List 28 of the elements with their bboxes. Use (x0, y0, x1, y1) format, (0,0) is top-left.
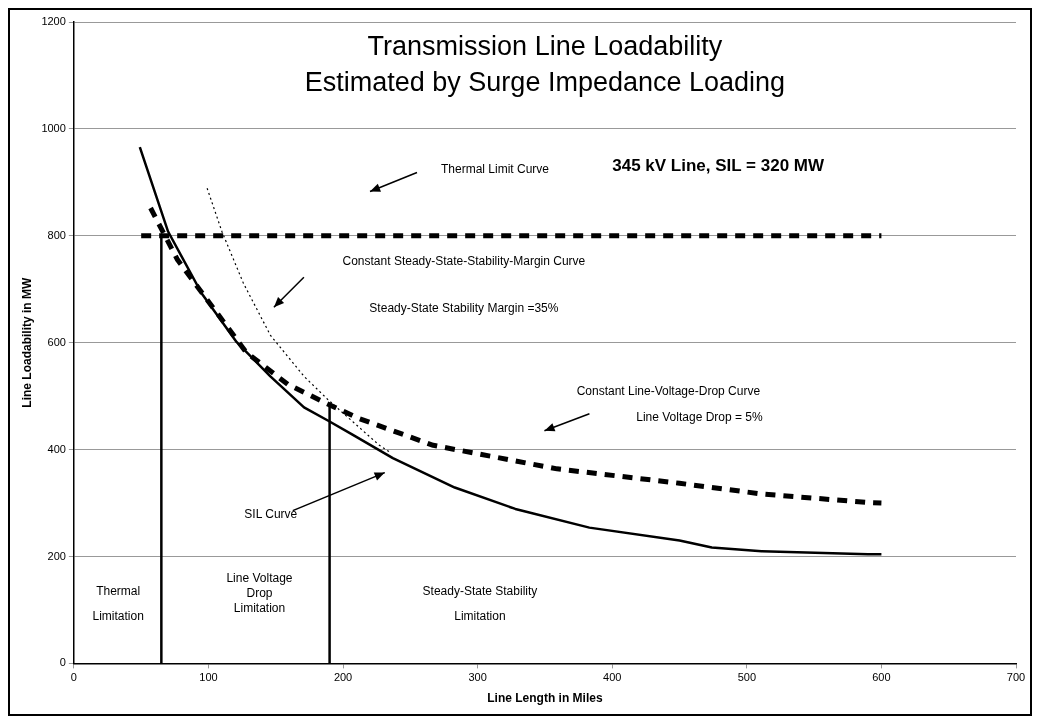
annotation: SIL Curve (244, 506, 298, 521)
y-tick-label: 200 (47, 549, 66, 562)
annotation: Line Voltage Drop Limitation (226, 570, 293, 615)
y-axis-title: Line Loadability in MW (19, 277, 34, 408)
x-tick-label: 300 (468, 671, 487, 684)
annotation: Constant Line-Voltage-Drop Curve (576, 384, 761, 399)
text: 345 kV Line, SIL = 320 MW (612, 156, 825, 175)
annotation: Steady-State Stability Limitation (422, 583, 538, 623)
x-tick-label: 400 (603, 671, 622, 684)
y-tick-label: 0 (59, 656, 66, 669)
y-tick-label: 600 (47, 335, 66, 348)
annotation: Steady-State Stability Margin =35% (369, 301, 559, 316)
y-tick-label: 400 (47, 442, 66, 455)
y-tick-label: 800 (47, 228, 66, 241)
y-tick-label: 1200 (41, 15, 66, 28)
x-tick-label: 500 (737, 671, 756, 684)
annotation: Line Voltage Drop = 5% (636, 410, 763, 425)
x-tick-label: 700 (1006, 671, 1026, 684)
x-tick-label: 0 (70, 671, 77, 684)
x-tick-label: 200 (333, 671, 353, 684)
y-tick-label: 1000 (41, 121, 66, 134)
annotation: Thermal Limit Curve (440, 161, 550, 176)
x-tick-label: 600 (872, 671, 891, 684)
annotation: Constant Steady-State-Stability-Margin Curve (342, 253, 586, 268)
annotation: Thermal Limitation (92, 583, 144, 623)
x-tick-label: 100 (199, 671, 218, 684)
x-axis-title: Line Length in Miles (487, 691, 603, 706)
text: Transmission Line Loadability Estimated by Surge Impedance Loading (304, 30, 786, 97)
